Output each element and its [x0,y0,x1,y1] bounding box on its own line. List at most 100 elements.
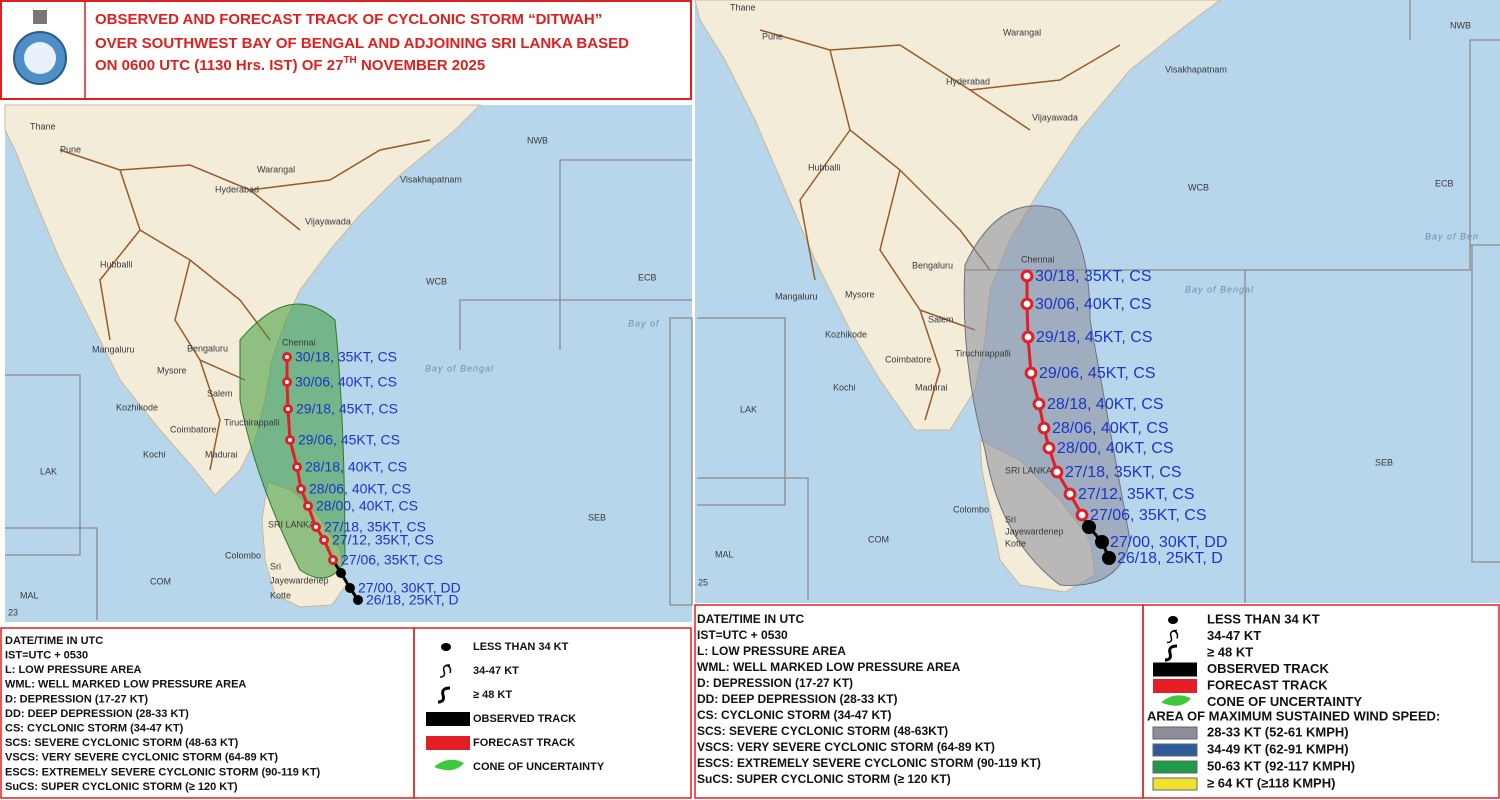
definition: VSCS: VERY SEVERE CYCLONIC STORM (64-89 … [697,740,995,754]
track-label: 28/18, 40KT, CS [1047,396,1164,413]
forecast-point [1050,465,1064,479]
track-label: 30/18, 35KT, CS [1035,268,1152,285]
legend-cyclone [1166,629,1179,644]
track-label: 27/06, 35KT, CS [1090,507,1207,524]
forecast-point [328,555,338,565]
definition: L: LOW PRESSURE AREA [697,644,846,658]
place-label: COM [150,576,171,586]
legend-label: OBSERVED TRACK [473,713,576,725]
definition: IST=UTC + 0530 [697,628,788,642]
place-label: MAL [715,549,734,559]
title-line: ON 0600 UTC (1130 Hrs. IST) OF 27TH NOVE… [95,55,485,74]
track-label: 27/18, 35KT, CS [1065,464,1182,481]
place-label: Colombo [225,550,261,560]
track-label: 30/18, 35KT, CS [295,349,397,365]
place-label: COM [868,534,889,544]
observed-point [1082,520,1096,534]
place-label: Jayewardenep [270,575,329,585]
legend-cone [1161,695,1191,706]
title-text: ON 0600 UTC (1130 Hrs. IST) OF 27 [95,57,343,74]
place-label: SRI LANKA [1005,465,1052,475]
legend-label: FORECAST TRACK [1207,677,1328,692]
track-label: 30/06, 40KT, CS [1035,296,1152,313]
place-label: Visakhapatnam [1165,64,1227,74]
forecast-point [319,535,329,545]
place-label: Tiruchirappalli [955,348,1011,358]
place-label: Kotte [1005,538,1026,548]
place-label: Bengaluru [912,260,953,270]
place-label: Hyderabad [215,184,259,194]
definition: SCS: SEVERE CYCLONIC STORM (48-63KT) [697,724,948,738]
place-label: Madurai [915,382,948,392]
track-label: 27/18, 35KT, CS [324,519,426,535]
place-label: NWB [1450,20,1471,30]
place-label: NWB [527,135,548,145]
track-label: 29/18, 45KT, CS [1036,329,1153,346]
place-label: Kozhikode [116,402,158,412]
place-label: 25 [698,577,708,587]
legend-frame [1142,604,1500,799]
place-label: Bay of Bengal [1185,284,1254,294]
forecast-point [285,435,295,445]
place-label: SRI LANKA [268,519,315,529]
place-label: Madurai [205,449,238,459]
place-label: Bay of Bengal [425,363,494,373]
place-label: Kotte [270,590,291,600]
forecast-point [1042,441,1056,455]
legend-label: 34-49 KT (62-91 KMPH) [1207,741,1349,756]
forecast-point [292,462,302,472]
forecast-point [1024,366,1038,380]
place-label: SEB [588,512,606,522]
title-line: OVER SOUTHWEST BAY OF BENGAL AND ADJOINI… [95,35,629,52]
forecast-point [282,377,292,387]
place-label: Mysore [845,289,875,299]
title-text: NOVEMBER 2025 [357,57,485,74]
place-label: Colombo [953,504,989,514]
place-label: Warangal [257,164,295,174]
definition: D: DEPRESSION (17-27 KT) [5,693,148,705]
forecast-point [1075,508,1089,522]
place-label: Hubballi [100,259,133,269]
place-label: Jayewardenep [1005,526,1064,536]
definition: SuCS: SUPER CYCLONIC STORM (≥ 120 KT) [5,781,238,793]
forecast-point [311,522,321,532]
track-label: 29/06, 45KT, CS [1039,365,1156,382]
place-label: Coimbatore [170,424,217,434]
legend-label: ≥ 48 KT [1207,644,1253,659]
track-label: 26/18, 25KT, D [366,592,459,608]
legend-dot [1168,616,1178,624]
place-label: Kochi [143,449,166,459]
place-label: Pune [60,144,81,154]
place-label: Tiruchirappalli [224,417,280,427]
definition: WML: WELL MARKED LOW PRESSURE AREA [5,679,246,691]
place-label: Warangal [1003,27,1041,37]
legend-label: ≥ 48 KT [473,689,512,701]
left-map [4,104,693,622]
legend-cyclone [1164,644,1178,662]
wind-swatch [1152,743,1198,757]
place-label: LAK [740,404,757,414]
place-label: WCB [1188,182,1209,192]
legend-cone [434,759,464,771]
forecast-point [1020,269,1034,283]
place-label: Sri [270,561,281,571]
legend-label: CONE OF UNCERTAINTY [473,761,605,773]
title-line: OBSERVED AND FORECAST TRACK OF CYCLONIC … [95,11,602,28]
legend-label: 28-33 KT (52-61 KMPH) [1207,724,1349,739]
legend-label: ≥ 64 KT (≥118 KMPH) [1207,775,1335,790]
forecast-point [1032,397,1046,411]
observed-point [336,568,346,578]
definition: VSCS: VERY SEVERE CYCLONIC STORM (64-89 … [5,752,278,764]
forecast-point [1020,297,1034,311]
place-label: Kozhikode [825,329,867,339]
track-label: 30/06, 40KT, CS [295,374,397,390]
definition: ESCS: EXTREMELY SEVERE CYCLONIC STORM (9… [697,756,1041,770]
place-label: Visakhapatnam [400,174,462,184]
place-label: Salem [928,314,954,324]
definition: D: DEPRESSION (17-27 KT) [697,676,853,690]
right-map [694,0,1500,603]
title-sup: TH [343,55,356,66]
track-label: 27/12, 35KT, CS [332,532,434,548]
header-frame [0,0,692,100]
